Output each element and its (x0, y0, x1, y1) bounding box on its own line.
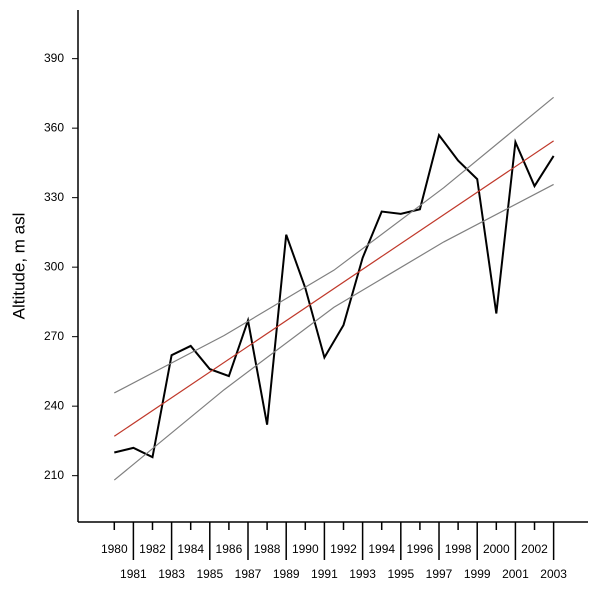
y-tick-label: 240 (44, 398, 64, 412)
x-tick-label: 2002 (521, 542, 548, 556)
x-tick-label: 1994 (368, 542, 395, 556)
x-tick-label: 1992 (330, 542, 357, 556)
x-tick-label: 1984 (177, 542, 204, 556)
line-series (113, 183, 554, 481)
x-tick-label: 1993 (349, 567, 376, 581)
x-tick-label: 1999 (464, 567, 491, 581)
y-tick-label: 270 (44, 329, 64, 343)
x-tick-label: 2003 (540, 567, 567, 581)
x-tick-label: 1982 (139, 542, 166, 556)
x-tick-label: 1997 (426, 567, 453, 581)
x-tick-label: 1983 (158, 567, 185, 581)
line-series (114, 96, 554, 394)
y-tick-label: 210 (44, 468, 64, 482)
x-tick-label: 1987 (235, 567, 262, 581)
x-tick-label: 1986 (216, 542, 243, 556)
x-tick-label: 1998 (445, 542, 472, 556)
y-tick-label: 300 (44, 259, 64, 273)
x-tick-label: 1989 (273, 567, 300, 581)
y-axis-label: Altitude, m asl (9, 213, 28, 320)
y-tick-label: 360 (44, 120, 64, 134)
x-tick-label: 1996 (407, 542, 434, 556)
y-tick-label: 390 (44, 51, 64, 65)
x-tick-label: 2000 (483, 542, 510, 556)
x-tick-label: 1990 (292, 542, 319, 556)
x-tick-label: 2001 (502, 567, 529, 581)
line-series (114, 132, 555, 459)
x-tick-label: 1980 (101, 542, 128, 556)
line-series (113, 140, 554, 437)
x-tick-label: 1981 (120, 567, 147, 581)
x-tick-label: 1985 (196, 567, 223, 581)
x-tick-label: 1988 (254, 542, 281, 556)
y-tick-label: 330 (44, 190, 64, 204)
x-tick-label: 1995 (387, 567, 414, 581)
x-tick-label: 1991 (311, 567, 338, 581)
